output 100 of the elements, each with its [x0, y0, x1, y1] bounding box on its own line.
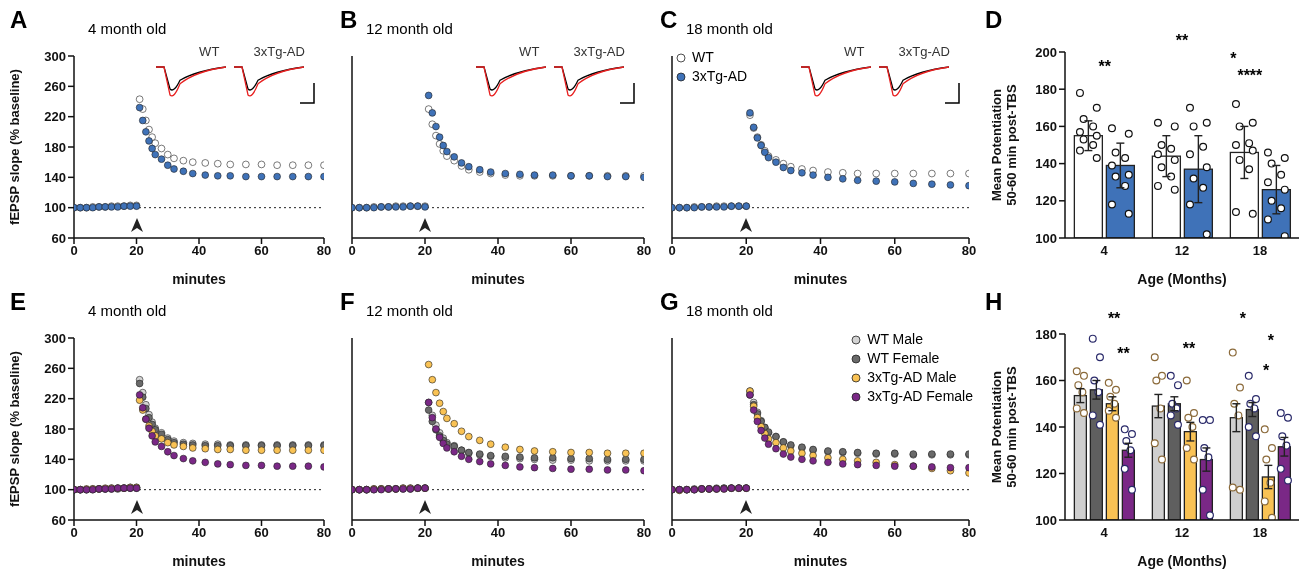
y-tick-label: 100	[44, 482, 66, 498]
y-tick-label: 180	[44, 421, 66, 437]
y-tick-label: 300	[44, 48, 66, 64]
text: G	[660, 288, 679, 316]
x-tick-label: 20	[739, 525, 754, 541]
y-tick-label: 60	[51, 512, 66, 528]
x-tick-label: 20	[739, 243, 754, 259]
chart-title: 18 month old	[686, 302, 773, 319]
annotation: WT	[844, 44, 865, 59]
x-tick-label: 40	[813, 525, 828, 541]
x-tick-label: 0	[348, 243, 356, 259]
x-tick-label: 80	[961, 243, 977, 259]
legend-label: 3xTg-AD Female	[867, 387, 973, 406]
y-axis-title: fEPSP slope (% baseline)	[6, 351, 22, 507]
text: **	[1174, 31, 1190, 49]
x-tick-label: 20	[129, 243, 144, 259]
x-axis-title: minutes	[793, 553, 848, 569]
y-tick-label: 180	[1035, 326, 1057, 342]
legend-label: WT Male	[867, 330, 923, 349]
x-tick-label: 80	[316, 243, 332, 259]
y-tick-label: 160	[1035, 119, 1057, 135]
x-tick-label: 20	[129, 525, 144, 541]
text: C	[660, 7, 678, 34]
x-tick-label: 60	[254, 525, 269, 541]
y-tick-label: 260	[44, 360, 66, 376]
y-tick-label: 100	[1035, 230, 1057, 246]
x-tick-label: 60	[563, 243, 579, 259]
x-tick-label: 12	[1174, 525, 1190, 541]
x-tick-label: 40	[490, 525, 506, 541]
text: H	[985, 288, 1003, 316]
x-axis-title: Age (Months)	[1137, 271, 1227, 287]
annotation: WT	[199, 44, 220, 59]
y-tick-label: 60	[51, 230, 66, 246]
text: D	[985, 7, 1003, 34]
y-tick-label: 140	[44, 451, 66, 467]
annotation: 3xTg-AD	[898, 44, 950, 59]
text: A	[10, 7, 28, 34]
chart-title: 4 month old	[88, 20, 167, 37]
text: **	[1107, 309, 1121, 327]
y-tick-label: 180	[44, 139, 66, 155]
x-tick-label: 18	[1252, 243, 1268, 259]
legend-label: 3xTg-AD Male	[867, 368, 957, 387]
x-axis-title: minutes	[793, 271, 848, 287]
y-tick-label: 140	[1035, 419, 1057, 435]
chart-title: 18 month old	[686, 20, 773, 37]
annotation: WT	[519, 44, 540, 59]
x-tick-label: 0	[668, 525, 676, 541]
x-tick-label: 18	[1252, 525, 1268, 541]
x-axis-title: minutes	[172, 271, 227, 287]
x-tick-label: 40	[191, 243, 207, 259]
x-tick-label: 60	[563, 525, 579, 541]
y-tick-label: 220	[44, 109, 66, 125]
y-tick-label: 140	[1035, 156, 1057, 172]
x-axis-title: Age (Months)	[1137, 553, 1227, 569]
y-tick-label: 100	[44, 200, 66, 216]
x-axis-title: minutes	[471, 553, 526, 569]
y-tick-label: 260	[44, 78, 66, 94]
legend-label: WT	[692, 48, 714, 67]
y-tick-label: 120	[1035, 466, 1057, 482]
x-tick-label: 0	[70, 525, 78, 541]
x-axis-title: minutes	[172, 553, 227, 569]
text: B	[340, 7, 358, 34]
x-tick-label: 60	[254, 243, 269, 259]
y-axis-title: fEPSP slope (% baseline)	[6, 69, 22, 225]
x-tick-label: 60	[887, 243, 902, 259]
chart-title: 4 month old	[88, 302, 167, 319]
text: E	[10, 288, 27, 316]
legend-label: WT Female	[867, 349, 940, 368]
annotation: ****	[1236, 67, 1264, 85]
x-axis-title: minutes	[471, 271, 526, 287]
text: *	[1238, 309, 1247, 327]
annotation: 3xTg-AD	[253, 44, 305, 59]
annotation: 3xTg-AD	[573, 44, 625, 59]
x-tick-label: 0	[348, 525, 356, 541]
y-tick-label: 220	[44, 391, 66, 407]
y-tick-label: 140	[44, 169, 66, 185]
annotation: *	[1229, 50, 1237, 68]
annotation: **	[1181, 339, 1197, 357]
y-tick-label: 120	[1035, 193, 1057, 209]
x-tick-label: 80	[316, 525, 332, 541]
x-tick-label: 80	[961, 525, 977, 541]
y-tick-label: 100	[1035, 512, 1057, 528]
annotation: **	[1097, 57, 1112, 75]
text: F	[340, 288, 355, 316]
x-tick-label: 80	[636, 243, 652, 259]
legend-label: 3xTg-AD	[692, 67, 748, 86]
x-tick-label: 20	[417, 243, 433, 259]
annotation: **	[1116, 345, 1131, 363]
x-tick-label: 80	[636, 525, 652, 541]
x-tick-label: 40	[490, 243, 506, 259]
y-axis-title: Mean Potentiation 50-60 min post-TBS	[989, 84, 1019, 206]
annotation: * *	[1262, 332, 1275, 380]
x-tick-label: 0	[668, 243, 676, 259]
x-tick-label: 0	[70, 243, 78, 259]
y-tick-label: 160	[1035, 373, 1057, 389]
x-tick-label: 12	[1174, 243, 1190, 259]
x-tick-label: 4	[1100, 243, 1109, 259]
x-tick-label: 4	[1100, 525, 1109, 541]
y-tick-label: 180	[1035, 81, 1057, 97]
y-tick-label: 200	[1035, 44, 1057, 60]
